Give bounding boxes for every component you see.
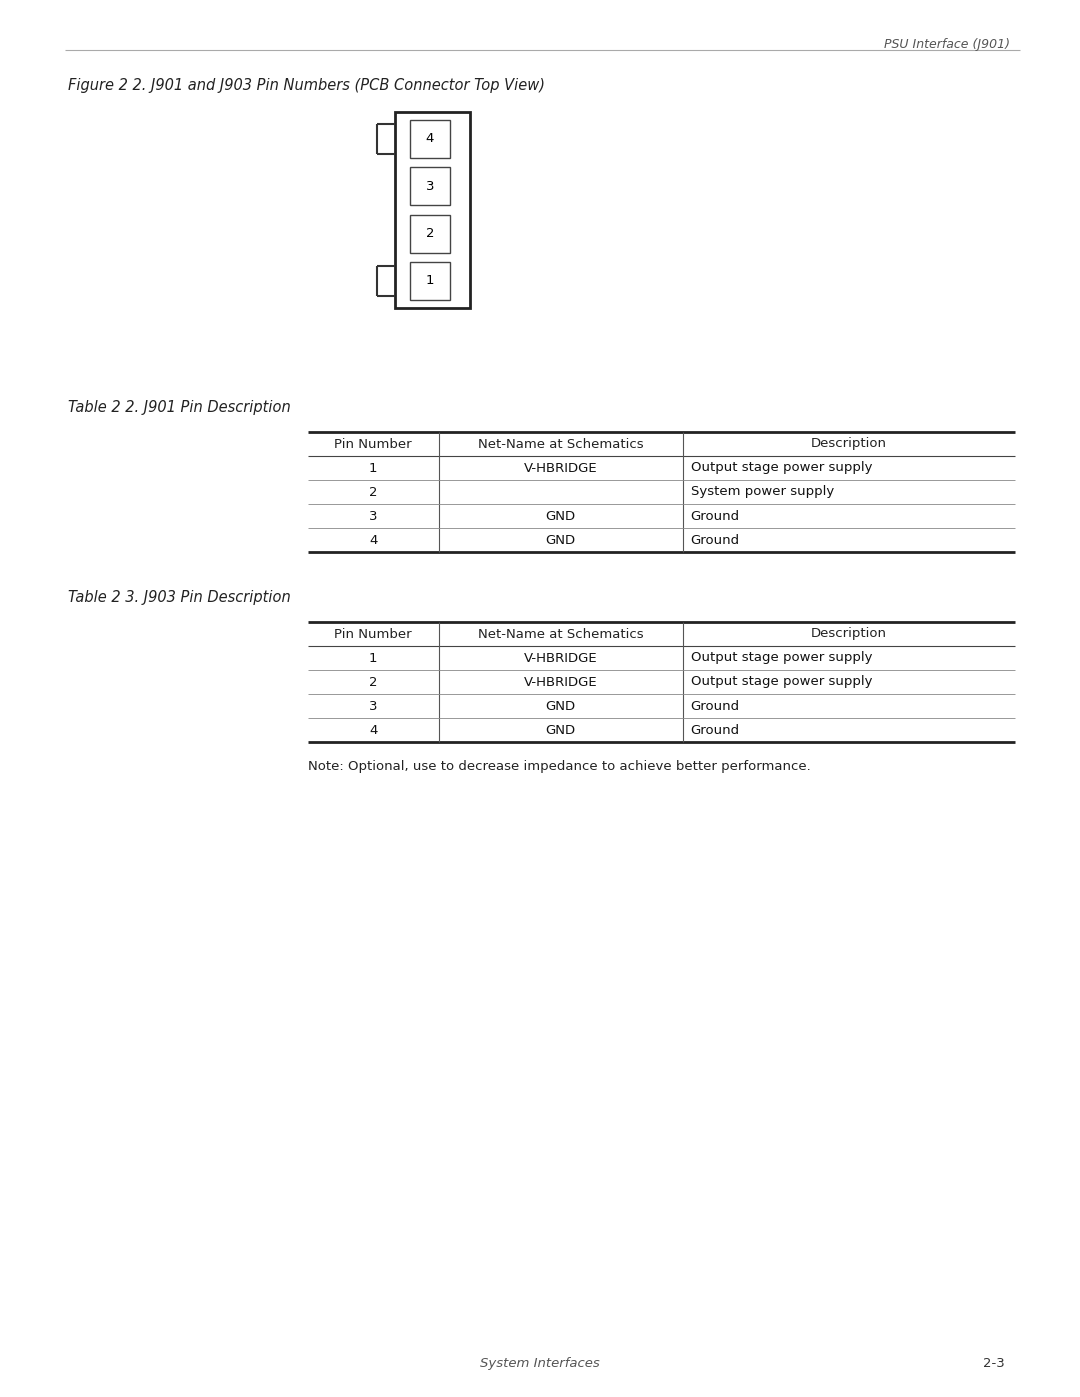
- Text: 3: 3: [369, 510, 378, 522]
- Text: Output stage power supply: Output stage power supply: [691, 461, 873, 475]
- Text: PSU Interface (J901): PSU Interface (J901): [885, 38, 1010, 52]
- Text: Table 2 3. J903 Pin Description: Table 2 3. J903 Pin Description: [68, 590, 291, 605]
- Text: GND: GND: [545, 534, 576, 546]
- Text: Table 2 2. J901 Pin Description: Table 2 2. J901 Pin Description: [68, 400, 291, 415]
- Text: Ground: Ground: [691, 534, 740, 546]
- Text: 2-3: 2-3: [983, 1356, 1005, 1370]
- Text: Description: Description: [811, 627, 887, 640]
- Text: GND: GND: [545, 724, 576, 736]
- Text: V-HBRIDGE: V-HBRIDGE: [524, 676, 597, 689]
- Text: 2: 2: [369, 676, 378, 689]
- Text: 1: 1: [426, 274, 434, 288]
- Text: 2: 2: [369, 486, 378, 499]
- Text: Ground: Ground: [691, 724, 740, 736]
- Text: V-HBRIDGE: V-HBRIDGE: [524, 651, 597, 665]
- Text: 4: 4: [369, 724, 377, 736]
- Text: Pin Number: Pin Number: [335, 627, 413, 640]
- Text: Net-Name at Schematics: Net-Name at Schematics: [477, 437, 644, 450]
- Text: Description: Description: [811, 437, 887, 450]
- Text: Output stage power supply: Output stage power supply: [691, 651, 873, 665]
- Text: Output stage power supply: Output stage power supply: [691, 676, 873, 689]
- Bar: [410, 263, 450, 300]
- Text: Pin Number: Pin Number: [335, 437, 413, 450]
- Text: 2: 2: [426, 228, 434, 240]
- Text: Note: Optional, use to decrease impedance to achieve better performance.: Note: Optional, use to decrease impedanc…: [308, 760, 811, 773]
- Text: Net-Name at Schematics: Net-Name at Schematics: [477, 627, 644, 640]
- Text: Ground: Ground: [691, 510, 740, 522]
- Text: GND: GND: [545, 510, 576, 522]
- Text: System power supply: System power supply: [691, 486, 834, 499]
- Text: 1: 1: [369, 651, 378, 665]
- Text: GND: GND: [545, 700, 576, 712]
- Bar: [395, 112, 470, 307]
- Text: 4: 4: [369, 534, 377, 546]
- Text: System Interfaces: System Interfaces: [481, 1356, 599, 1370]
- Text: 1: 1: [369, 461, 378, 475]
- Text: 3: 3: [369, 700, 378, 712]
- Bar: [410, 120, 450, 158]
- Text: 4: 4: [426, 133, 434, 145]
- Bar: [410, 168, 450, 205]
- Text: Figure 2 2. J901 and J903 Pin Numbers (PCB Connector Top View): Figure 2 2. J901 and J903 Pin Numbers (P…: [68, 78, 545, 94]
- Text: 3: 3: [426, 180, 434, 193]
- Text: Ground: Ground: [691, 700, 740, 712]
- Bar: [410, 215, 450, 253]
- Text: V-HBRIDGE: V-HBRIDGE: [524, 461, 597, 475]
